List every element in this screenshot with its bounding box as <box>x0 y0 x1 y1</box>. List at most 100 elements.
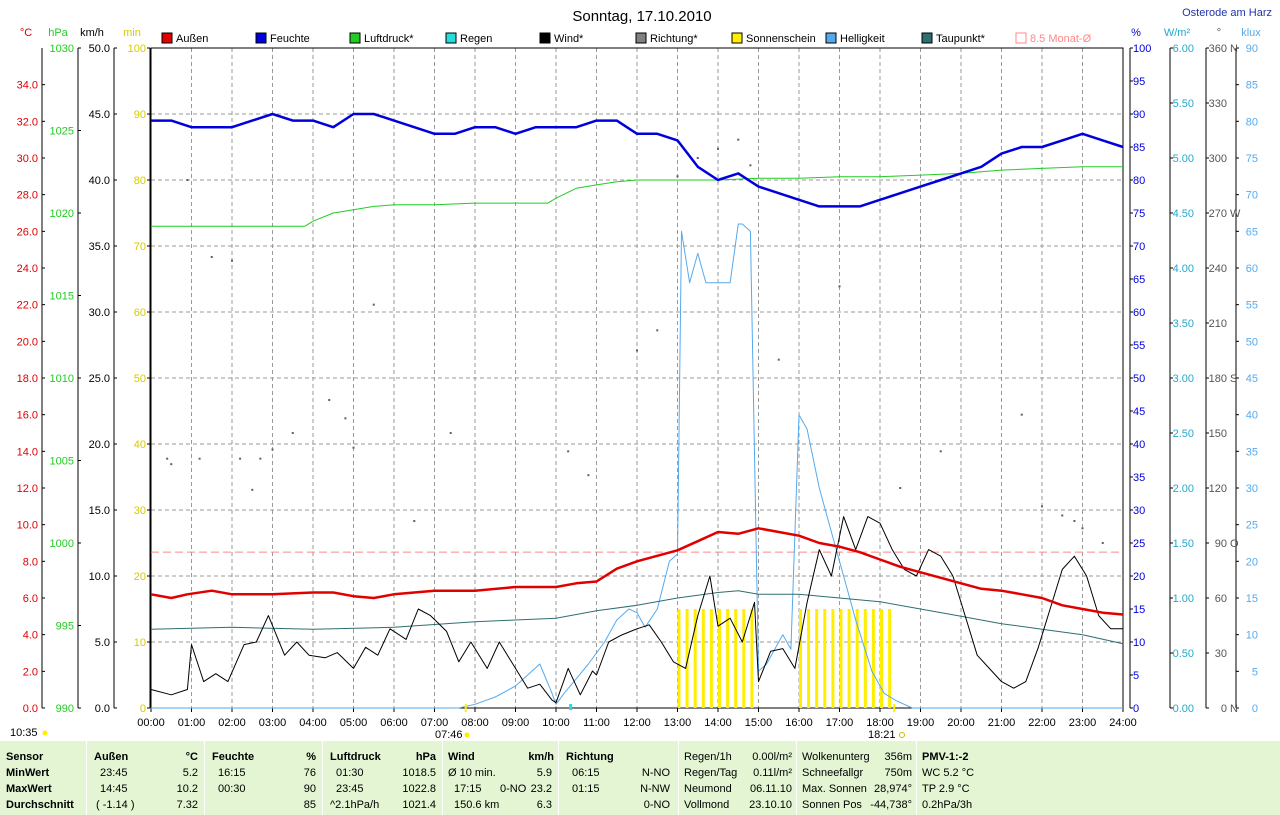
x-tick-label: 01:00 <box>178 717 206 729</box>
direction-point <box>567 450 570 453</box>
x-tick-label: 15:00 <box>745 717 773 729</box>
sunshine-bar <box>823 609 827 708</box>
humidity-tick-label: 50 <box>1133 373 1145 385</box>
sun-tick-label: 40 <box>134 439 146 451</box>
feuchte-max-time: 00:30 <box>218 783 246 795</box>
direction-point <box>186 179 189 181</box>
humidity-tick-label: 30 <box>1133 505 1145 517</box>
brightness-tick-label: 70 <box>1246 190 1258 202</box>
feuchte-unit: % <box>306 751 316 763</box>
legend-swatch <box>635 32 647 44</box>
brightness-tick-label: 10 <box>1246 630 1258 642</box>
direction-point <box>271 448 274 451</box>
luftdruck-avg-value: 1021.4 <box>402 799 436 811</box>
richtung-avg-value: 0-NO <box>643 799 670 811</box>
direction-point <box>1081 527 1084 530</box>
footer-richtung-column: Richtung 06:15 N-NO 01:15 N-NW 0-NO <box>560 741 679 815</box>
x-tick-label: 16:00 <box>785 717 813 729</box>
sunshine-bar <box>799 609 802 708</box>
aussen-max-time: 14:45 <box>100 783 128 795</box>
regen-tag-value: 0.11l/m² <box>753 767 792 779</box>
brightness-tick-label: 30 <box>1246 483 1258 495</box>
radiation-tick-label: 5.50 <box>1173 98 1194 110</box>
aussen-title: Außen <box>94 751 129 763</box>
sunset-time: 18:21 <box>868 729 896 741</box>
x-tick-label: 04:00 <box>299 717 327 729</box>
radiation-tick-label: 3.50 <box>1173 318 1194 330</box>
sun-tick-label: 100 <box>128 43 146 55</box>
direction-point <box>696 157 699 159</box>
sunshine-bar <box>807 609 811 708</box>
humidity-tick-label: 35 <box>1133 472 1145 484</box>
brightness-tick-label: 90 <box>1246 43 1258 55</box>
direction-point <box>777 358 780 361</box>
wind-max-direction: 0-NO <box>500 783 527 795</box>
sunshine-bar <box>880 609 883 708</box>
luftdruck-title: Luftdruck <box>330 751 381 763</box>
x-tick-label: 23:00 <box>1069 717 1097 729</box>
direction-point <box>939 450 942 453</box>
humidity-tick-label: 65 <box>1133 274 1145 286</box>
sun-tick-label: 60 <box>134 307 146 319</box>
wind-tick-label: 0.0 <box>95 703 110 715</box>
wind-avg10-value: 5.9 <box>536 767 552 779</box>
time-annotation: 10:35 <box>10 727 38 739</box>
temp-tick-label: 6.0 <box>23 593 38 605</box>
x-tick-label: 09:00 <box>502 717 530 729</box>
sunshine-bar <box>831 609 835 708</box>
compass-label: N <box>1230 703 1238 715</box>
direction-point <box>717 147 719 150</box>
sunshine-bar <box>742 609 746 708</box>
direction-point <box>676 175 679 178</box>
richtung-min-value: N-NO <box>641 767 670 779</box>
sun-tick-label: 50 <box>134 373 146 385</box>
humidity-tick-label: 95 <box>1133 76 1145 88</box>
moon-marker <box>42 730 48 736</box>
wind-tick-label: 35.0 <box>89 241 110 253</box>
brightness-tick-label: 25 <box>1246 520 1258 532</box>
direction-point <box>1073 520 1076 522</box>
richtung-title: Richtung <box>566 751 614 763</box>
sunshine-bar <box>888 609 892 708</box>
x-tick-label: 19:00 <box>907 717 935 729</box>
legend-swatch <box>825 32 837 44</box>
footer-sensor-column: Sensor MinWert MaxWert Durchschnitt <box>0 741 87 815</box>
x-tick-label: 10:00 <box>542 717 570 729</box>
footer-aussen-column: Außen °C 23:45 5.2 14:45 10.2 ( -1.14 ) 7.32 <box>88 741 205 815</box>
axis-unit-label: klux <box>1241 27 1261 39</box>
temp-tick-label: 34.0 <box>17 80 38 92</box>
humidity-tick-label: 45 <box>1133 406 1145 418</box>
legend-label: Feuchte <box>270 33 310 45</box>
direction-point <box>737 138 740 141</box>
legend-label: 8.5 Monat-Ø <box>1030 33 1092 45</box>
x-tick-label: 08:00 <box>461 717 489 729</box>
brightness-tick-label: 5 <box>1252 666 1258 678</box>
axis-unit-label: % <box>1131 27 1141 39</box>
direction-point <box>352 446 355 449</box>
direction-point <box>170 463 173 466</box>
richtung-min-time: 06:15 <box>572 767 600 779</box>
location-label: Osterode am Harz <box>1182 7 1272 19</box>
direction-point <box>210 256 213 258</box>
compass-label: S <box>1230 373 1237 385</box>
direction-tick-label: 150 <box>1209 428 1227 440</box>
wind-tick-label: 10.0 <box>89 571 110 583</box>
sunshine-bar <box>726 609 730 708</box>
vollmond-value: 23.10.10 <box>749 799 792 811</box>
legend-swatch <box>161 32 173 44</box>
sunshine-bar <box>863 609 867 708</box>
temp-tick-label: 4.0 <box>23 630 38 642</box>
neumond-value: 06.11.10 <box>749 783 792 795</box>
x-tick-label: 07:00 <box>421 717 449 729</box>
humidity-tick-label: 15 <box>1133 604 1145 616</box>
axis-unit-label: km/h <box>80 27 104 39</box>
x-tick-label: 02:00 <box>218 717 246 729</box>
direction-point <box>251 488 254 491</box>
windchill-value: WC 5.2 °C <box>922 767 975 779</box>
humidity-line <box>151 112 1124 208</box>
regen-tag-label: Regen/Tag <box>684 767 738 779</box>
sun-tick-label: 80 <box>134 175 146 187</box>
direction-tick-label: 60 <box>1215 593 1227 605</box>
max-sonnen-label: Max. Sonnen <box>802 783 867 795</box>
x-tick-label: 06:00 <box>380 717 408 729</box>
